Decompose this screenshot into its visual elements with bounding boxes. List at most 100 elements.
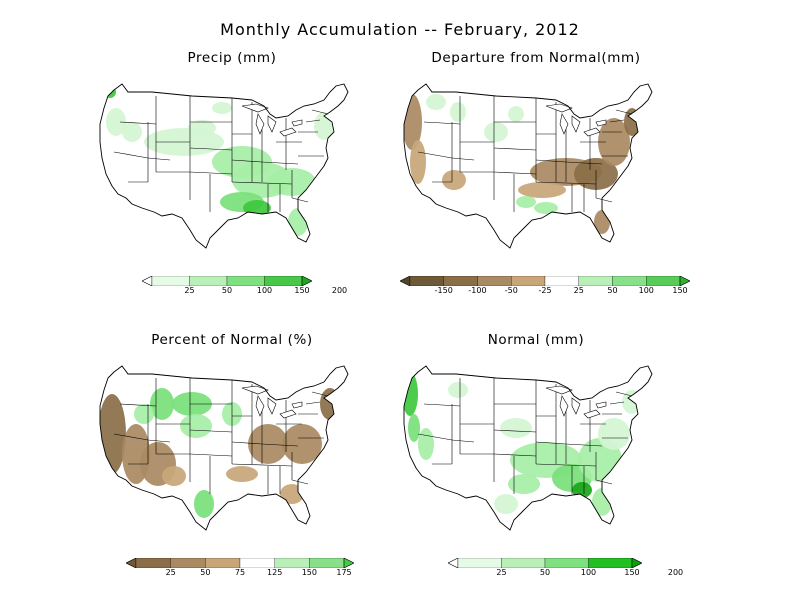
colorbar-segment [544, 276, 579, 286]
lake [545, 103, 573, 113]
percent-shading-region [226, 466, 258, 482]
state-border-line [565, 161, 603, 165]
state-border-line [417, 433, 453, 441]
percent-coastline [99, 365, 349, 531]
colorbar-tick-label: -100 [468, 286, 487, 295]
state-border-line [119, 403, 157, 407]
state-border-line [305, 119, 321, 123]
percent-state-borders [113, 378, 329, 494]
colorbar-segment [264, 276, 303, 286]
state-border-line [231, 181, 293, 185]
colorbar-tick-label: 200 [331, 286, 348, 295]
colorbar-segment [646, 276, 681, 286]
lake [595, 401, 607, 409]
departure-panel: Departure from Normal(mm) -150 -100 -50 -25… [396, 50, 690, 295]
lake [255, 113, 265, 135]
lake [545, 385, 573, 395]
state-border-line [493, 453, 537, 457]
state-border-line [609, 401, 625, 405]
precip-coastline [99, 83, 349, 249]
colorbar-tick-label: 150 [672, 286, 688, 295]
colorbar-tick-label: 175 [336, 568, 352, 577]
colorbar-segment [612, 276, 647, 286]
precip-colorbar-tick-labels: 25 50 100 150 200 [142, 286, 347, 298]
state-border-line [451, 157, 475, 161]
colorbar-tick-label: 50 [221, 286, 233, 295]
departure-shading-region [442, 170, 466, 190]
lake [267, 397, 277, 415]
state-border-line [291, 479, 309, 485]
colorbar-right-arrow [679, 276, 690, 286]
colorbar-segment [409, 276, 444, 286]
normal-shading-region [494, 494, 518, 514]
departure-shading-region [516, 196, 536, 208]
colorbar-tick-label: -50 [504, 286, 518, 295]
colorbar-tick-label: -25 [538, 286, 552, 295]
normal-shading-region [408, 414, 420, 442]
colorbar-segment [309, 558, 345, 568]
precip-shading [104, 86, 334, 236]
colorbar-tick-label: 25 [165, 568, 176, 577]
state-border-line [535, 181, 597, 185]
colorbar-tick-label: 25 [573, 286, 584, 295]
colorbar-tick-label: 100 [256, 286, 273, 295]
colorbar-segment [501, 558, 546, 568]
state-border-line [417, 151, 453, 159]
state-border-line [305, 401, 321, 405]
percent-shading-region [100, 394, 126, 474]
colorbar-tick-label: -150 [434, 286, 453, 295]
percent-shading-region [248, 424, 288, 464]
colorbar-tick-label: 50 [539, 568, 551, 577]
precip-panel: Precip (mm) 25 50 100 150 200 [92, 50, 372, 295]
colorbar-left-arrow [400, 276, 411, 286]
precip-map [99, 83, 349, 249]
state-border-line [493, 429, 537, 433]
colorbar-tick-label: 100 [580, 568, 597, 577]
departure-colorbar-graphic [400, 276, 690, 286]
lake [255, 395, 265, 417]
normal-shading-region [508, 474, 540, 494]
lake [571, 397, 581, 415]
colorbar-segment [477, 276, 512, 286]
state-border-line [189, 429, 233, 433]
lake [559, 395, 569, 417]
colorbar-left-arrow [126, 558, 137, 568]
normal-colorbar-graphic [448, 558, 642, 568]
state-border-line [609, 119, 625, 123]
departure-shading-region [450, 102, 466, 122]
colorbar-tick-label: 150 [301, 568, 317, 577]
precip-shading-region [212, 102, 232, 114]
colorbar-tick-label: 150 [624, 568, 640, 577]
colorbar-segment [578, 276, 613, 286]
lake [291, 119, 303, 127]
colorbar-segment [274, 558, 310, 568]
colorbar-tick-label: 25 [496, 568, 507, 577]
normal-map [403, 365, 653, 531]
state-border-line [423, 403, 461, 407]
departure-shading-region [484, 122, 508, 142]
departure-colorbar-tick-labels: -150 -100 -50 -25 25 50 100 150 [400, 286, 690, 298]
departure-shading-region [594, 210, 610, 234]
lake [595, 119, 607, 127]
colorbar-tick-label: 200 [667, 568, 684, 577]
normal-coastline [403, 365, 653, 531]
state-border-line [615, 391, 633, 397]
state-border-line [231, 463, 293, 467]
normal-shading-region [418, 428, 434, 460]
state-border-line [113, 151, 149, 159]
state-border-line [291, 197, 309, 203]
normal-shading-region [622, 390, 642, 414]
lake [241, 385, 269, 395]
colorbar-segment [511, 276, 546, 286]
state-border-line [189, 171, 233, 175]
lake [279, 127, 297, 137]
precip-shading-region [106, 108, 126, 136]
state-border-line [423, 121, 461, 125]
state-border-line [595, 479, 613, 485]
state-border-line [147, 157, 171, 161]
departure-shading-region [518, 182, 566, 198]
departure-shading [404, 94, 640, 234]
precip-state-borders [113, 96, 329, 212]
precip-shading-region [188, 120, 216, 136]
percent-map [99, 365, 349, 531]
